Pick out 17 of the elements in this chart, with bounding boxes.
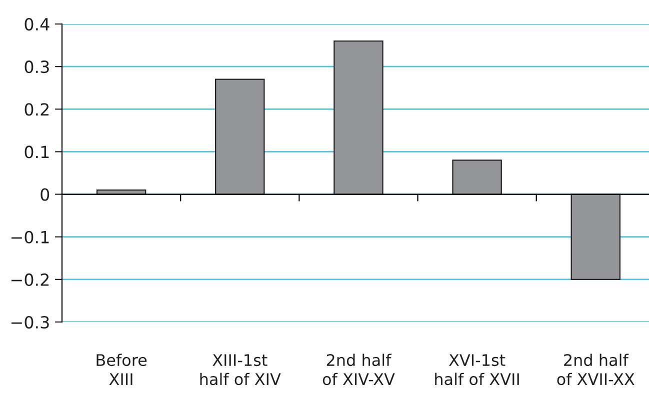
y-tick-label: −0.1 [11, 230, 49, 244]
x-tick-label: Before XIII [96, 354, 147, 385]
bar [570, 194, 620, 280]
bar [334, 40, 384, 195]
y-tick-label: 0 [40, 188, 50, 201]
bar [215, 78, 265, 195]
y-tick-label: −0.2 [11, 273, 49, 286]
y-tick-label: 0.2 [24, 103, 49, 116]
y-tick-label: 0.3 [24, 60, 49, 74]
y-tick-label: 0.4 [24, 18, 50, 31]
x-tick-label: XIII-1st half of XIV [200, 354, 281, 386]
x-tick-label: 2nd half of XIV-XV [322, 354, 395, 386]
y-tick-label: −0.3 [11, 316, 49, 329]
x-tick-label: XVI-1st half of XVII [435, 354, 519, 386]
bar [452, 160, 502, 195]
x-tick-label: 2nd half of XVII-XX [557, 354, 634, 386]
y-tick-label: 0.1 [24, 146, 49, 158]
